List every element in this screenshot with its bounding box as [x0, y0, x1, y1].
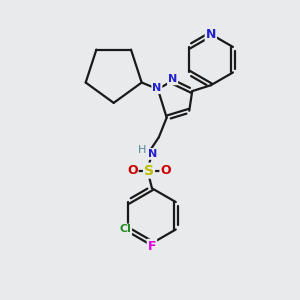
Text: F: F: [148, 240, 156, 253]
Text: O: O: [127, 164, 138, 177]
Text: S: S: [144, 164, 154, 178]
Text: H: H: [138, 145, 146, 155]
Text: N: N: [168, 74, 177, 84]
Text: Cl: Cl: [119, 224, 131, 235]
Text: N: N: [152, 83, 161, 93]
Text: O: O: [160, 164, 171, 177]
Text: N: N: [206, 28, 216, 41]
Text: N: N: [148, 149, 158, 159]
